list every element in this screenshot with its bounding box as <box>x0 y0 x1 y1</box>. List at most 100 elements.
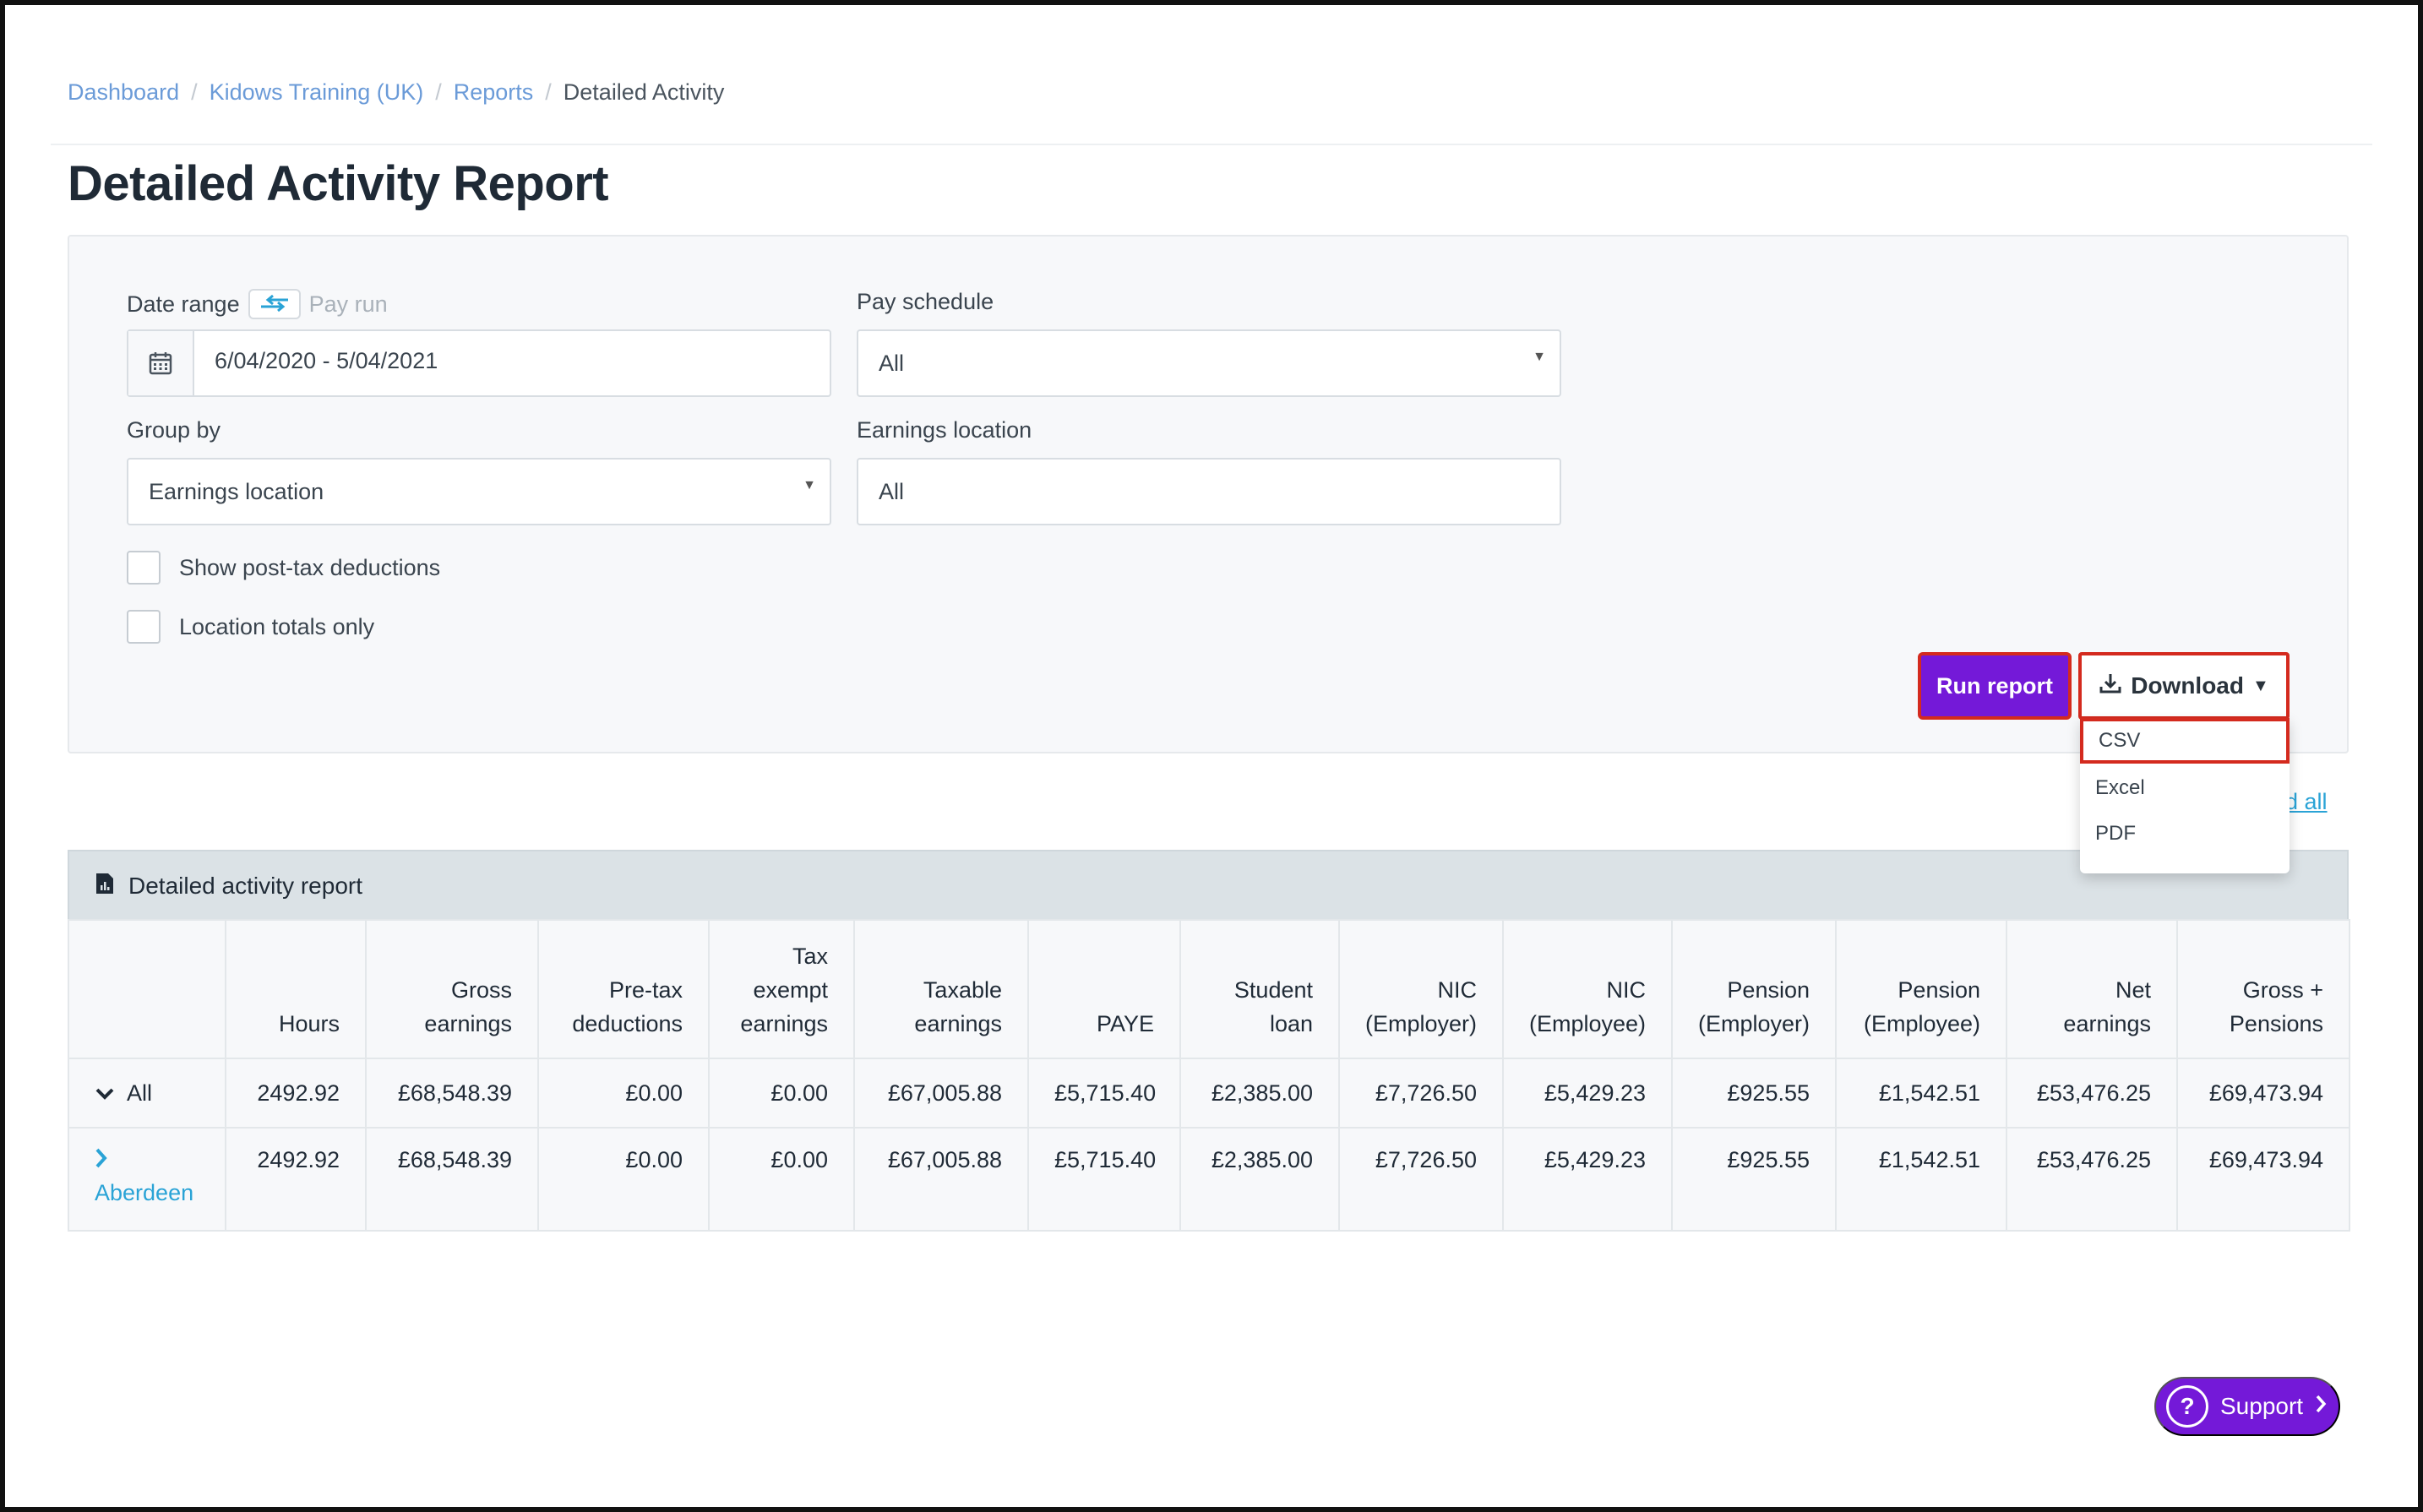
column-header-pension-employee: Pension (Employee) <box>1835 919 2007 1059</box>
table-cell: £67,005.88 <box>853 1127 1029 1232</box>
breadcrumb-dashboard[interactable]: Dashboard <box>68 79 180 105</box>
column-header-pension-employer: Pension (Employer) <box>1671 919 1837 1059</box>
row-label: All <box>127 1080 153 1106</box>
location-totals-label: Location totals only <box>179 613 375 639</box>
breadcrumb-separator: / <box>191 79 198 105</box>
table-cell: 2492.92 <box>225 1058 367 1129</box>
column-header-nic-employee: NIC (Employee) <box>1502 919 1673 1059</box>
table-cell: £7,726.50 <box>1338 1058 1504 1129</box>
table-row-all: All 2492.92 £68,548.39 £0.00 £0.00 £67,0… <box>68 1058 2350 1129</box>
column-header-pre-tax-deductions: Pre-tax deductions <box>537 919 710 1059</box>
show-post-tax-row[interactable]: Show post-tax deductions <box>127 551 440 585</box>
breadcrumb-current: Detailed Activity <box>563 79 725 105</box>
chevron-right-icon[interactable] <box>95 1147 216 1175</box>
show-post-tax-checkbox[interactable] <box>127 551 161 585</box>
row-label-cell[interactable]: Aberdeen <box>68 1127 226 1232</box>
breadcrumb: Dashboard / Kidows Training (UK) / Repor… <box>68 79 724 106</box>
date-range-label: Date range <box>127 291 240 317</box>
location-link[interactable]: Aberdeen <box>95 1180 194 1205</box>
table-cell: £53,476.25 <box>2006 1058 2178 1129</box>
table-cell: £5,429.23 <box>1502 1058 1673 1129</box>
table-cell: £1,542.51 <box>1835 1058 2007 1129</box>
date-range-value: 6/04/2020 - 5/04/2021 <box>215 347 438 373</box>
chevron-down-icon[interactable] <box>95 1080 115 1107</box>
column-header-gross-earnings: Gross earnings <box>365 919 539 1059</box>
breadcrumb-separator: / <box>435 79 442 105</box>
breadcrumb-separator: / <box>545 79 552 105</box>
table-cell: £68,548.39 <box>365 1127 539 1232</box>
column-header-nic-employer: NIC (Employer) <box>1338 919 1504 1059</box>
caret-down-icon: ▼ <box>1533 350 1546 364</box>
show-post-tax-label: Show post-tax deductions <box>179 554 441 580</box>
column-header-taxable-earnings: Taxable earnings <box>853 919 1029 1059</box>
page-title: Detailed Activity Report <box>68 156 609 211</box>
support-button[interactable]: ? Support <box>2154 1377 2340 1436</box>
table-cell: £925.55 <box>1671 1127 1837 1232</box>
table-cell: £53,476.25 <box>2006 1127 2178 1232</box>
report-table: Hours Gross earnings Pre-tax deductions Ta… <box>68 919 2350 1232</box>
table-row-aberdeen: Aberdeen 2492.92 £68,548.39 £0.00 £0.00 … <box>68 1127 2350 1232</box>
column-header-tax-exempt-earnings: Tax exempt earnings <box>708 919 855 1059</box>
column-header-label <box>68 919 226 1059</box>
table-cell: £69,473.94 <box>2176 1058 2350 1129</box>
swap-arrows-icon[interactable] <box>248 289 301 319</box>
date-range-input[interactable]: 6/04/2020 - 5/04/2021 <box>127 329 831 397</box>
table-cell: £69,473.94 <box>2176 1127 2350 1232</box>
download-icon <box>2099 672 2122 701</box>
run-report-button[interactable]: Run report <box>1918 652 2072 720</box>
table-header-row: Hours Gross earnings Pre-tax deductions Ta… <box>68 919 2350 1059</box>
download-menu: CSV Excel PDF <box>2080 718 2290 873</box>
table-cell: £5,715.40 <box>1027 1127 1181 1232</box>
location-totals-checkbox[interactable] <box>127 610 161 644</box>
report-title: Detailed activity report <box>128 873 363 899</box>
location-totals-row[interactable]: Location totals only <box>127 610 374 644</box>
download-label: Download <box>2131 672 2244 699</box>
filter-panel: Date range Pay run 6/04/2020 - 5/04/2021… <box>68 235 2349 753</box>
earnings-location-label: Earnings location <box>857 417 1032 443</box>
download-button[interactable]: Download ▼ <box>2078 652 2290 720</box>
table-cell: £5,715.40 <box>1027 1058 1181 1129</box>
row-label-cell[interactable]: All <box>68 1058 226 1129</box>
group-by-label: Group by <box>127 417 221 443</box>
date-range-label-group: Date range Pay run <box>127 289 388 319</box>
calendar-icon[interactable] <box>128 331 194 395</box>
table-cell: £2,385.00 <box>1179 1058 1340 1129</box>
caret-down-icon: ▼ <box>2251 676 2269 695</box>
column-header-paye: PAYE <box>1027 919 1181 1059</box>
table-cell: £925.55 <box>1671 1058 1837 1129</box>
group-by-value: Earnings location <box>149 478 324 504</box>
earnings-location-value: All <box>879 478 905 504</box>
column-header-hours: Hours <box>225 919 367 1059</box>
table-cell: £0.00 <box>537 1058 710 1129</box>
download-csv-option[interactable]: CSV <box>2080 718 2290 764</box>
caret-down-icon: ▼ <box>803 478 816 492</box>
table-cell: £68,548.39 <box>365 1058 539 1129</box>
table-cell: 2492.92 <box>225 1127 367 1232</box>
table-cell: £5,429.23 <box>1502 1127 1673 1232</box>
support-label: Support <box>2220 1393 2304 1419</box>
earnings-location-input[interactable]: All <box>857 458 1561 525</box>
column-header-student-loan: Student loan <box>1179 919 1340 1059</box>
report-icon <box>95 872 115 901</box>
column-header-net-earnings: Net earnings <box>2006 919 2178 1059</box>
question-icon: ? <box>2166 1385 2208 1428</box>
pay-run-option[interactable]: Pay run <box>308 291 388 317</box>
pay-schedule-select[interactable]: All ▼ <box>857 329 1561 397</box>
table-cell: £2,385.00 <box>1179 1127 1340 1232</box>
table-cell: £1,542.51 <box>1835 1127 2007 1232</box>
breadcrumb-company[interactable]: Kidows Training (UK) <box>209 79 424 105</box>
download-pdf-option[interactable]: PDF <box>2095 822 2136 845</box>
download-excel-option[interactable]: Excel <box>2095 776 2145 799</box>
pay-schedule-label: Pay schedule <box>857 289 994 314</box>
table-cell: £67,005.88 <box>853 1058 1029 1129</box>
column-header-gross-pensions: Gross + Pensions <box>2176 919 2350 1059</box>
breadcrumb-reports[interactable]: Reports <box>453 79 534 105</box>
table-cell: £0.00 <box>708 1127 855 1232</box>
table-cell: £7,726.50 <box>1338 1127 1504 1232</box>
chevron-right-icon <box>2315 1393 2327 1420</box>
report-header: Detailed activity report <box>68 850 2349 921</box>
header-divider <box>51 144 2372 145</box>
table-cell: £0.00 <box>708 1058 855 1129</box>
group-by-select[interactable]: Earnings location ▼ <box>127 458 831 525</box>
